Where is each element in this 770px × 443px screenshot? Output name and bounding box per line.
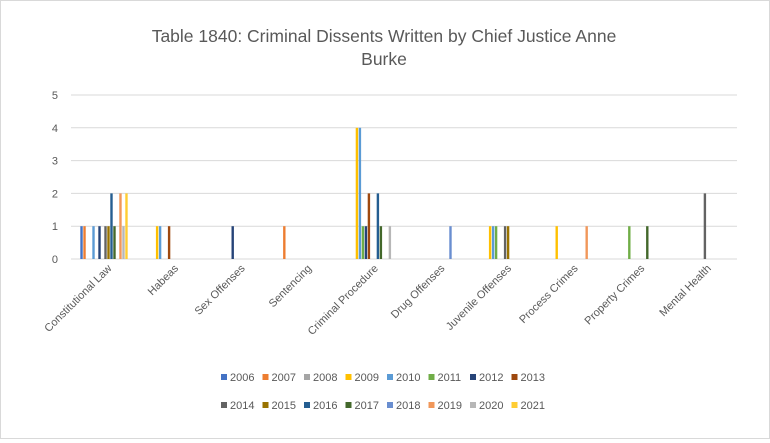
legend-label-2018: 2018 xyxy=(396,400,420,412)
x-axis-ticks: Constitutional Law Habeas Sex Offenses Sent… xyxy=(42,262,713,337)
legend-swatch-2006 xyxy=(221,374,227,380)
bar-constitutional-law-2007 xyxy=(83,226,86,259)
x-tick-label-juvenile-offenses: Juvenile Offenses xyxy=(444,262,515,333)
legend-label-2007: 2007 xyxy=(272,372,296,384)
bar-drug-offenses-2018 xyxy=(449,226,452,259)
bar-criminal-procedure-2017 xyxy=(379,226,383,259)
legend-label-2015: 2015 xyxy=(272,400,296,412)
y-tick-label: 1 xyxy=(52,221,58,233)
legend-label-2013: 2013 xyxy=(521,372,545,384)
bars xyxy=(80,127,707,259)
bar-constitutional-law-2012 xyxy=(98,226,101,259)
bar-constitutional-law-2021 xyxy=(125,193,128,259)
bar-constitutional-law-2010 xyxy=(92,226,95,259)
legend-swatch-2017 xyxy=(345,402,352,408)
x-tick-label-constitutional-law: Constitutional Law xyxy=(42,263,114,335)
bar-criminal-procedure-2013 xyxy=(367,193,371,259)
bar-criminal-procedure-2009 xyxy=(355,127,359,259)
chart-title: Table 1840: Criminal Dissents Written by… xyxy=(152,26,617,69)
x-tick-label-habeas: Habeas xyxy=(146,262,182,298)
legend-label-2012: 2012 xyxy=(479,372,503,384)
bar-criminal-procedure-2011 xyxy=(361,226,365,259)
bar-process-crimes-2019 xyxy=(585,226,588,259)
legend-swatch-2010 xyxy=(387,374,393,380)
legend-label-2016: 2016 xyxy=(313,400,337,412)
bar-constitutional-law-2015 xyxy=(107,226,110,259)
bar-juvenile-offenses-2015 xyxy=(506,226,510,259)
legend-label-2014: 2014 xyxy=(230,400,254,412)
bar-criminal-procedure-2010 xyxy=(358,127,362,259)
legend-label-2021: 2021 xyxy=(521,400,545,412)
bar-mental-health-2014 xyxy=(703,193,707,259)
legend-label-2006: 2006 xyxy=(230,372,254,384)
y-tick-label: 4 xyxy=(52,123,58,135)
legend-label-2010: 2010 xyxy=(396,372,420,384)
x-tick-label-criminal-procedure: Criminal Procedure xyxy=(306,263,381,338)
bar-juvenile-offenses-2011 xyxy=(494,226,498,259)
legend-swatch-2007 xyxy=(262,374,269,380)
bar-habeas-2013 xyxy=(167,226,171,259)
legend-swatch-2018 xyxy=(387,402,393,408)
bar-juvenile-offenses-2010 xyxy=(491,226,495,259)
bar-property-crimes-2017 xyxy=(646,226,649,259)
legend-label-2008: 2008 xyxy=(313,372,337,384)
legend-swatch-2009 xyxy=(345,374,352,380)
legend-swatch-2011 xyxy=(428,374,435,380)
legend: 2006 2007 2008 2009 2010 2011 2012 2013 2014 2015… xyxy=(221,372,545,412)
bar-constitutional-law-2020 xyxy=(122,226,125,259)
bar-property-crimes-2011 xyxy=(628,226,631,259)
bar-constitutional-law-2016 xyxy=(110,193,113,259)
legend-swatch-2015 xyxy=(262,402,269,408)
bar-constitutional-law-2014 xyxy=(104,226,107,259)
legend-label-2020: 2020 xyxy=(479,400,503,412)
bar-sentencing-2007 xyxy=(283,226,286,259)
bar-criminal-procedure-2020 xyxy=(388,226,392,259)
bar-juvenile-offenses-2009 xyxy=(488,226,492,259)
y-axis-ticks: 0 1 2 3 4 5 xyxy=(52,90,58,266)
y-tick-label: 5 xyxy=(52,90,58,102)
bar-sex-offenses-2012 xyxy=(231,226,234,259)
legend-swatch-2013 xyxy=(511,374,518,380)
x-tick-label-sex-offenses: Sex Offenses xyxy=(193,262,248,317)
y-tick-label: 3 xyxy=(52,156,58,168)
x-tick-label-property-crimes: Property Crimes xyxy=(583,262,648,327)
bar-process-crimes-2009 xyxy=(555,226,558,259)
legend-swatch-2020 xyxy=(470,402,476,408)
bar-habeas-2010 xyxy=(158,226,162,259)
y-tick-label: 2 xyxy=(52,188,58,200)
bar-constitutional-law-2017 xyxy=(113,226,116,259)
legend-swatch-2019 xyxy=(428,402,435,408)
bar-constitutional-law-2006 xyxy=(80,226,83,259)
x-tick-label-drug-offenses: Drug Offenses xyxy=(389,262,448,321)
y-tick-label: 0 xyxy=(52,254,58,266)
x-tick-label-sentencing: Sentencing xyxy=(267,263,314,310)
legend-swatch-2016 xyxy=(304,402,310,408)
bar-habeas-2009 xyxy=(155,226,159,259)
legend-swatch-2014 xyxy=(221,402,227,408)
gridlines xyxy=(71,94,737,260)
legend-label-2009: 2009 xyxy=(355,372,379,384)
bar-criminal-procedure-2012 xyxy=(364,226,368,259)
legend-swatch-2021 xyxy=(511,402,518,408)
bar-constitutional-law-2019 xyxy=(119,193,122,259)
bar-criminal-procedure-2016 xyxy=(376,193,380,259)
legend-swatch-2008 xyxy=(304,374,310,380)
legend-label-2019: 2019 xyxy=(438,400,462,412)
legend-swatch-2012 xyxy=(470,374,476,380)
legend-label-2011: 2011 xyxy=(438,372,462,384)
x-tick-label-mental-health: Mental Health xyxy=(657,263,713,319)
bar-juvenile-offenses-2014 xyxy=(503,226,507,259)
legend-label-2017: 2017 xyxy=(355,400,379,412)
x-tick-label-process-crimes: Process Crimes xyxy=(517,262,581,326)
